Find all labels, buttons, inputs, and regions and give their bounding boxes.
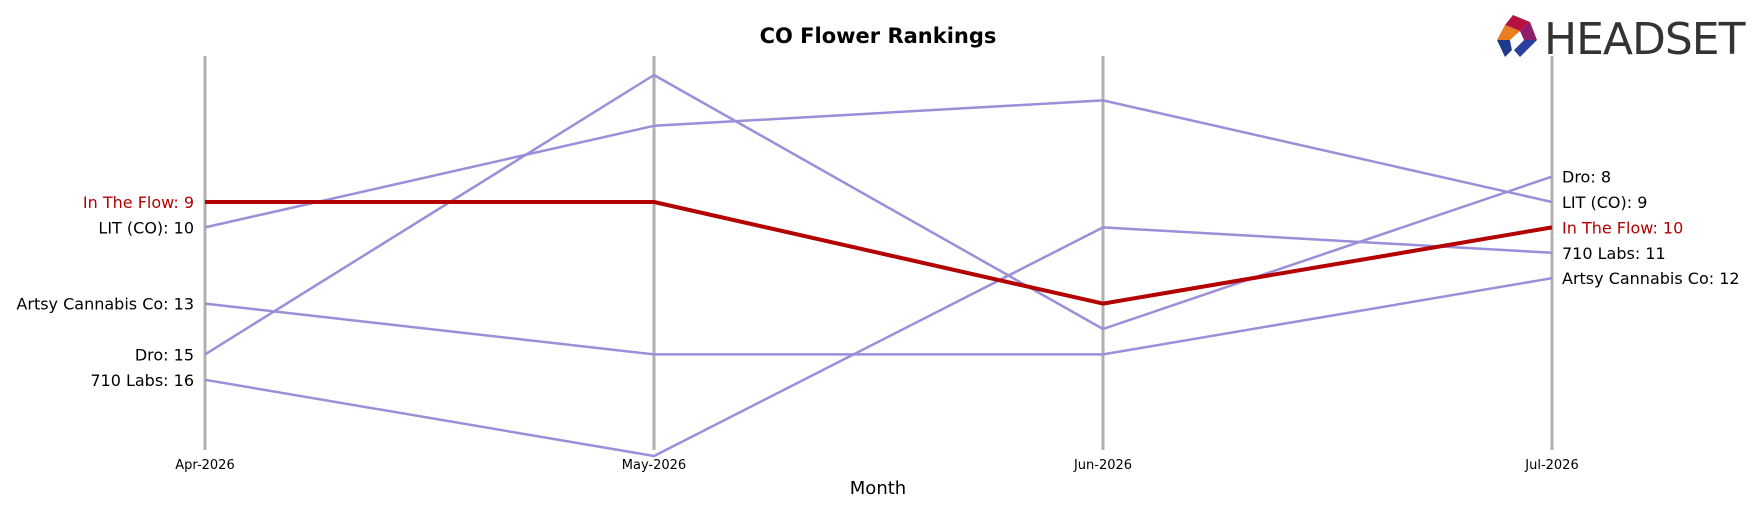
end-label-in-the-flow: In The Flow: 10 — [1562, 218, 1683, 237]
chart-title: CO Flower Rankings — [760, 24, 997, 48]
end-label-lit-co: LIT (CO): 9 — [1562, 193, 1647, 212]
end-label-artsy-cannabis-co: Artsy Cannabis Co: 12 — [1562, 269, 1740, 288]
series-line-lit-co — [204, 99, 1553, 229]
month-axes — [203, 56, 1554, 450]
headset-logo-text: HEADSET — [1544, 14, 1746, 65]
start-label-dro: Dro: 15 — [135, 345, 194, 364]
series-line-710-labs — [204, 226, 1553, 458]
headset-logo: HEADSET — [1497, 14, 1747, 65]
series-lines — [204, 73, 1553, 458]
series-line-dro — [204, 73, 1553, 356]
start-label-710-labs: 710 Labs: 16 — [90, 371, 194, 390]
x-tick-jun-2026: Jun-2026 — [1073, 458, 1132, 473]
series-line-artsy-cannabis-co — [204, 276, 1553, 356]
headset-logo-icon — [1497, 15, 1537, 57]
start-label-artsy-cannabis-co: Artsy Cannabis Co: 13 — [16, 295, 194, 314]
series-line-in-the-flow — [205, 200, 1553, 306]
start-label-lit-co: LIT (CO): 10 — [98, 218, 194, 237]
end-label-dro: Dro: 8 — [1562, 168, 1611, 187]
end-label-710-labs: 710 Labs: 11 — [1562, 244, 1666, 263]
series-end-labels: In The Flow: 9 In The Flow: 10 LIT (CO): 1… — [16, 168, 1739, 390]
start-label-in-the-flow: In The Flow: 9 — [83, 193, 194, 212]
x-tick-labels: Apr-2026 May-2026 Jun-2026 Jul-2026 — [175, 458, 1578, 473]
x-tick-jul-2026: Jul-2026 — [1524, 458, 1578, 473]
x-axis-label: Month — [850, 478, 906, 499]
x-tick-apr-2026: Apr-2026 — [175, 458, 234, 473]
x-tick-may-2026: May-2026 — [622, 458, 686, 473]
